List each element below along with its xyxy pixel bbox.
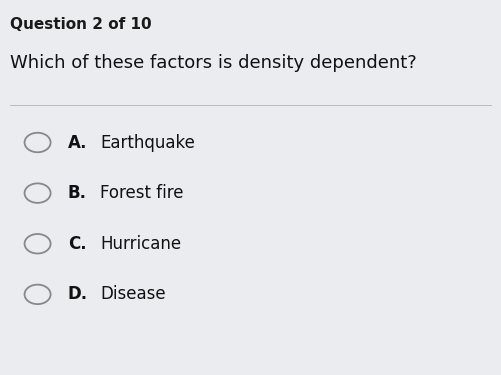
Text: C.: C. [68, 235, 86, 253]
Circle shape [25, 285, 51, 304]
Text: Forest fire: Forest fire [100, 184, 184, 202]
Text: Hurricane: Hurricane [100, 235, 181, 253]
Text: D.: D. [68, 285, 88, 303]
Circle shape [25, 133, 51, 152]
Circle shape [25, 234, 51, 254]
Text: A.: A. [68, 134, 87, 152]
Text: Earthquake: Earthquake [100, 134, 195, 152]
Circle shape [25, 183, 51, 203]
Text: Question 2 of 10: Question 2 of 10 [10, 17, 152, 32]
Text: Which of these factors is density dependent?: Which of these factors is density depend… [10, 54, 417, 72]
Text: Disease: Disease [100, 285, 166, 303]
Text: B.: B. [68, 184, 87, 202]
